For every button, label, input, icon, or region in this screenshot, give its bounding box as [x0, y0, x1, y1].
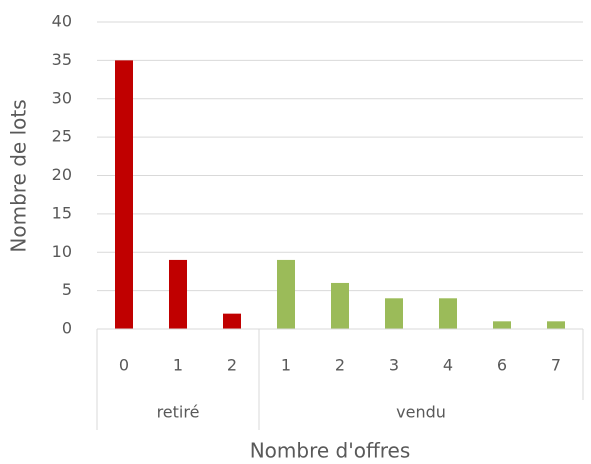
y-axis-label: Nombre de lots — [7, 99, 31, 252]
bar — [331, 282, 349, 329]
group-label: retiré — [157, 403, 200, 422]
bar — [277, 259, 295, 329]
bar — [169, 259, 187, 329]
y-tick-label: 30 — [52, 88, 72, 107]
x-tick-label: 2 — [335, 356, 345, 375]
y-tick-label: 15 — [52, 203, 72, 222]
x-tick-label: 1 — [173, 356, 183, 375]
bar — [385, 298, 403, 329]
x-tick-label: 3 — [389, 356, 399, 375]
y-tick-label: 5 — [62, 280, 72, 299]
bar — [223, 313, 241, 329]
x-tick-label: 4 — [443, 356, 453, 375]
x-tick-label: 1 — [281, 356, 291, 375]
x-tick-label: 2 — [227, 356, 237, 375]
x-tick-label: 6 — [497, 356, 507, 375]
y-tick-label: 35 — [52, 50, 72, 69]
group-label: vendu — [396, 403, 446, 422]
bar — [115, 60, 133, 329]
y-tick-label: 20 — [52, 165, 72, 184]
x-tick-label: 7 — [551, 356, 561, 375]
y-tick-label: 25 — [52, 127, 72, 146]
x-axis-label: Nombre d'offres — [250, 439, 411, 463]
bar — [439, 298, 457, 329]
y-tick-label: 10 — [52, 242, 72, 261]
x-tick-label: 0 — [119, 356, 129, 375]
y-tick-label: 40 — [52, 12, 72, 31]
y-tick-label: 0 — [62, 319, 72, 338]
bar — [493, 321, 511, 329]
bar — [547, 321, 565, 329]
